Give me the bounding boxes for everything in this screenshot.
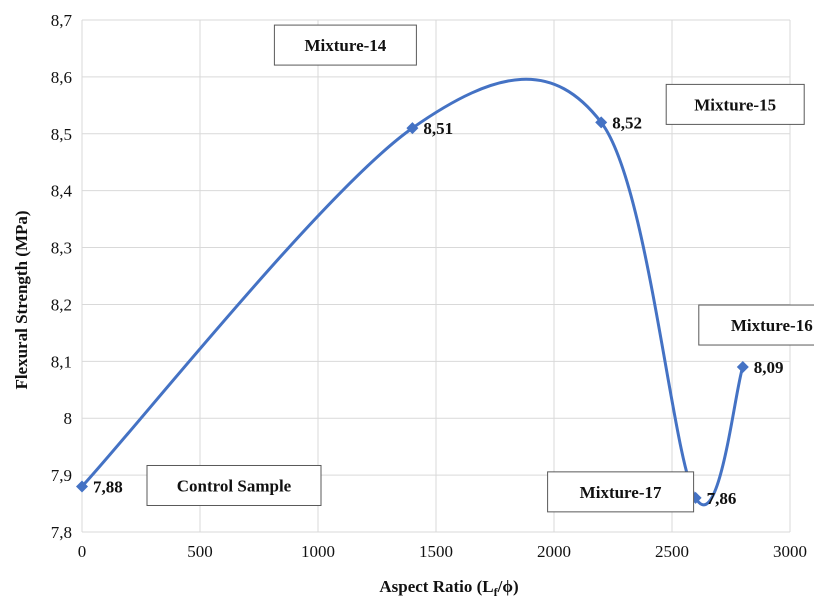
x-tick-label: 0: [78, 542, 87, 561]
data-label: 7,86: [707, 489, 737, 508]
x-tick-label: 2000: [537, 542, 571, 561]
y-tick-label: 8,6: [51, 68, 72, 87]
y-axis-title: Flexural Strength (MPa): [12, 210, 31, 389]
point-name-label: Mixture-17: [580, 483, 662, 502]
y-tick-label: 8,2: [51, 295, 72, 314]
point-name-boxes: Control Sample Mixture-14 Mixture-15 Mixtur…: [146, 24, 814, 513]
series-line: [80, 77, 745, 507]
data-point: [736, 361, 749, 374]
y-tick-label: 7,9: [51, 466, 72, 485]
data-point: [595, 116, 608, 129]
x-tick-label: 500: [187, 542, 213, 561]
point-name-label: Control Sample: [177, 476, 292, 495]
x-axis-title-subscript: f: [494, 585, 499, 597]
point-name-label: Mixture-16: [731, 316, 813, 335]
y-tick-label: 8: [64, 409, 73, 428]
data-point: [76, 480, 88, 493]
y-tick-label: 8,5: [51, 125, 72, 144]
y-tick-label: 8,7: [51, 11, 73, 30]
series: [76, 77, 749, 507]
x-axis-title-main: Aspect Ratio (L: [379, 577, 493, 596]
point-name-box: [698, 304, 814, 346]
point-name-box: [665, 83, 805, 125]
data-point: [406, 122, 419, 135]
y-tick-label: 7,8: [51, 523, 72, 542]
grid: [81, 19, 791, 533]
point-name-box: [547, 471, 695, 513]
y-tick-label: 8,3: [51, 239, 72, 258]
point-name-label: Mixture-14: [304, 36, 386, 55]
point-name-label: Mixture-15: [694, 95, 776, 114]
labels: 7,88 8,51 8,52 7,86 8,09: [93, 113, 784, 507]
x-tick-label: 2500: [655, 542, 689, 561]
data-label: 8,52: [612, 113, 642, 132]
point-name-box: [146, 464, 322, 506]
x-axis-title-tail: /ϕ): [497, 577, 519, 596]
x-tick-label: 1500: [419, 542, 453, 561]
data-label: 8,51: [423, 119, 453, 138]
x-tick-label: 3000: [773, 542, 807, 561]
y-tick-label: 8,4: [51, 182, 73, 201]
ticks: 7,8 7,9 8 8,1 8,2 8,3 8,4 8,5 8,6 8,7 0 500 1000 1500…: [51, 11, 807, 561]
x-axis-title: Aspect Ratio (Lf/ϕ): [379, 577, 518, 597]
data-label: 7,88: [93, 477, 123, 496]
y-tick-label: 8,1: [51, 352, 72, 371]
data-label: 8,09: [754, 358, 784, 377]
x-tick-label: 1000: [301, 542, 335, 561]
point-name-box: [273, 24, 417, 66]
